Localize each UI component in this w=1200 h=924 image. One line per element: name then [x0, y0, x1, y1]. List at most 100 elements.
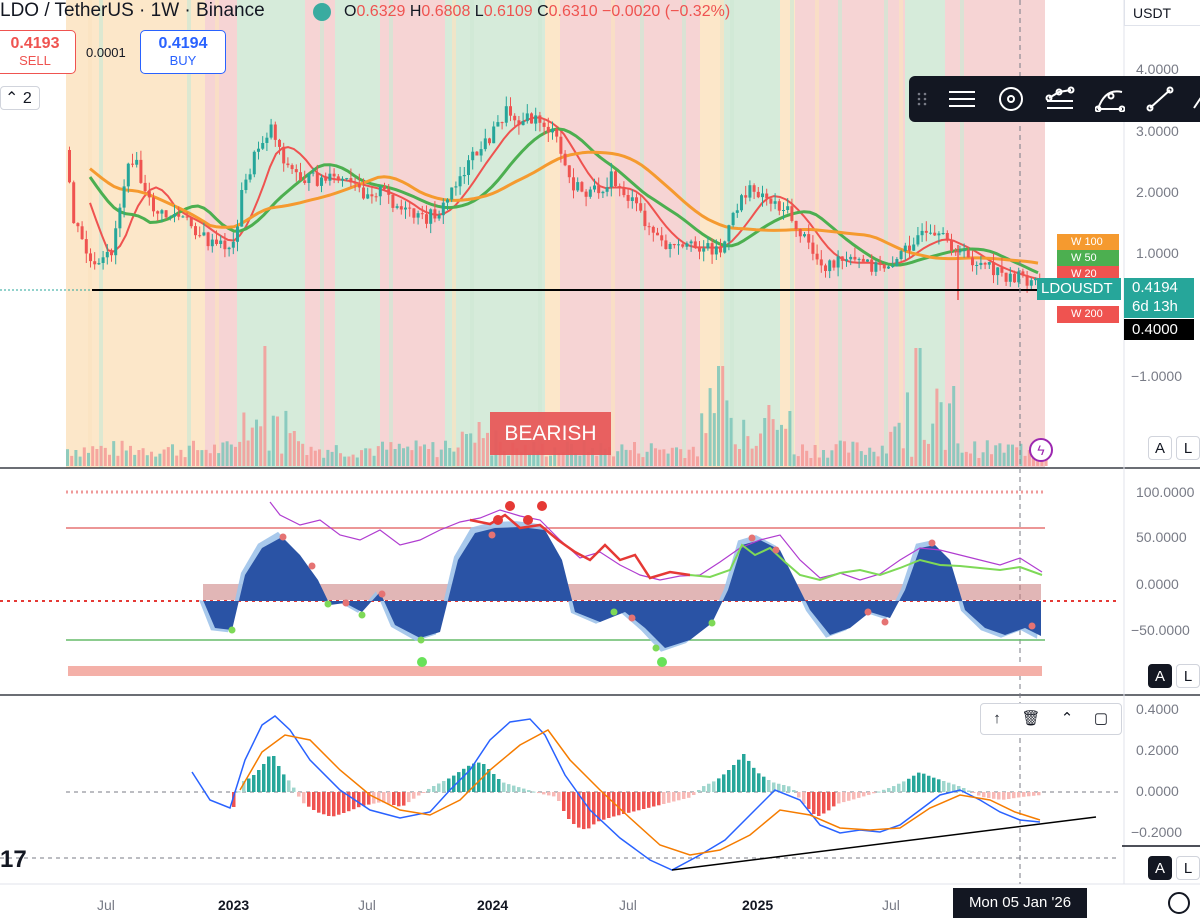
volume-bar: [376, 446, 380, 466]
line-icon[interactable]: [1145, 86, 1175, 112]
ma-tag-w200[interactable]: W 200: [1057, 306, 1119, 323]
move-up-icon[interactable]: ↑: [993, 710, 1001, 727]
candle-body: [475, 151, 479, 156]
macd-histogram-bar: [427, 788, 431, 792]
osc-bottom-band: [68, 666, 1042, 676]
time-tick: 2024: [477, 897, 509, 913]
volume-bar: [334, 445, 338, 466]
auto-scale-button[interactable]: A: [1148, 436, 1172, 460]
candle-body: [832, 260, 836, 268]
price-tick: 3.0000: [1136, 123, 1179, 139]
candle-body: [609, 171, 613, 188]
candle-body: [992, 262, 995, 276]
macd-histogram-bar: [247, 778, 251, 792]
volume-bar: [763, 418, 767, 466]
macd-histogram-bar: [677, 792, 681, 801]
macd-histogram-bar: [697, 790, 701, 792]
volume-bar: [1002, 452, 1006, 466]
pane-controls: ↑ 🗑 ⌃ ▢: [980, 703, 1122, 735]
indicator-count-toggle[interactable]: ⌃ 2: [0, 86, 40, 110]
ma-tag-w100[interactable]: W 100: [1057, 234, 1119, 251]
magnet-icon[interactable]: [996, 86, 1026, 112]
brush-icon[interactable]: [1191, 86, 1200, 112]
volume-bar: [322, 457, 326, 466]
macd-histogram-bar: [827, 792, 831, 811]
volume-bar: [234, 446, 237, 466]
symbol-title[interactable]: LDO / TetherUS · 1W · Binance: [0, 0, 265, 21]
parallel-lines-icon[interactable]: [947, 86, 977, 112]
tradingview-logo[interactable]: 17: [0, 846, 27, 874]
candle-body: [924, 230, 928, 233]
volume-bar: [645, 451, 649, 466]
macd-histogram-bar: [947, 782, 951, 792]
price-tick: −1.0000: [1131, 368, 1182, 384]
volume-bar: [74, 450, 78, 466]
delete-icon[interactable]: 🗑: [1021, 710, 1041, 727]
maximize-icon[interactable]: ▢: [1093, 710, 1109, 727]
macd-tick: 0.4000: [1136, 701, 1179, 717]
osc-bottom-dot: [417, 657, 427, 667]
volume-bar: [985, 440, 989, 466]
volume-bar: [465, 434, 468, 466]
collapse-icon[interactable]: ⌃: [1060, 710, 1074, 727]
settings-gear-icon[interactable]: [1168, 892, 1190, 914]
macd-histogram-bar: [242, 781, 246, 792]
osc-signal-dot: [324, 600, 332, 608]
volume-bar: [792, 454, 796, 466]
currency-selector[interactable]: USDT: [1124, 0, 1200, 26]
regime-stripe: [884, 0, 888, 468]
log-scale-button[interactable]: L: [1176, 856, 1200, 880]
candle-body: [618, 186, 622, 188]
macd-signal-line: [239, 729, 1041, 856]
log-scale-button[interactable]: L: [1176, 436, 1200, 460]
osc-tick: 0.0000: [1136, 576, 1179, 592]
auto-scale-button[interactable]: A: [1148, 664, 1172, 688]
volume-bar: [418, 446, 422, 466]
drag-handle-icon[interactable]: [915, 86, 929, 112]
macd-histogram-bar: [737, 759, 741, 793]
candle-body: [966, 250, 970, 258]
volume-bar: [679, 449, 683, 466]
macd-histogram-bar: [632, 792, 636, 812]
market-status-icon[interactable]: [313, 3, 331, 21]
lightning-icon[interactable]: ϟ: [1029, 438, 1053, 462]
macd-histogram-bar: [357, 792, 361, 808]
buy-button[interactable]: 0.4194 BUY: [140, 30, 226, 74]
volume-bar: [129, 445, 132, 466]
ma-tag-w50[interactable]: W 50: [1057, 250, 1119, 267]
candle-body: [236, 226, 239, 242]
candle-body: [177, 214, 181, 217]
regime-stripe: [960, 0, 964, 468]
candle-body: [332, 173, 336, 177]
candle-body: [660, 235, 664, 241]
osc-signal-dot: [228, 626, 236, 634]
candle-body: [1029, 280, 1033, 286]
trend-nodes-icon[interactable]: [1045, 86, 1075, 112]
candle-body: [798, 229, 802, 237]
auto-scale-button[interactable]: A: [1148, 856, 1172, 880]
volume-bar: [528, 453, 531, 466]
volume-bar: [901, 448, 905, 466]
candle-body: [882, 264, 886, 269]
osc-signal-dot: [417, 636, 425, 644]
candle-body: [933, 232, 937, 236]
candle-body: [546, 126, 550, 133]
volume-bar: [591, 448, 594, 466]
candle-body: [769, 198, 773, 204]
candle-body: [521, 121, 525, 126]
regime-stripe: [389, 0, 393, 468]
candle-body: [143, 182, 147, 192]
sell-button[interactable]: 0.4193 SELL: [0, 30, 76, 74]
macd-histogram-bar: [547, 792, 551, 796]
volume-bar: [998, 443, 1002, 466]
macd-histogram-bar: [407, 792, 411, 803]
candle-body: [181, 216, 185, 218]
log-scale-button[interactable]: L: [1176, 664, 1200, 688]
volume-bar: [246, 440, 250, 466]
volume-bar: [624, 449, 628, 466]
arc-icon[interactable]: [1095, 86, 1125, 112]
volume-bar: [204, 449, 208, 466]
macd-histogram-bar: [977, 792, 981, 796]
candle-body: [693, 241, 697, 247]
